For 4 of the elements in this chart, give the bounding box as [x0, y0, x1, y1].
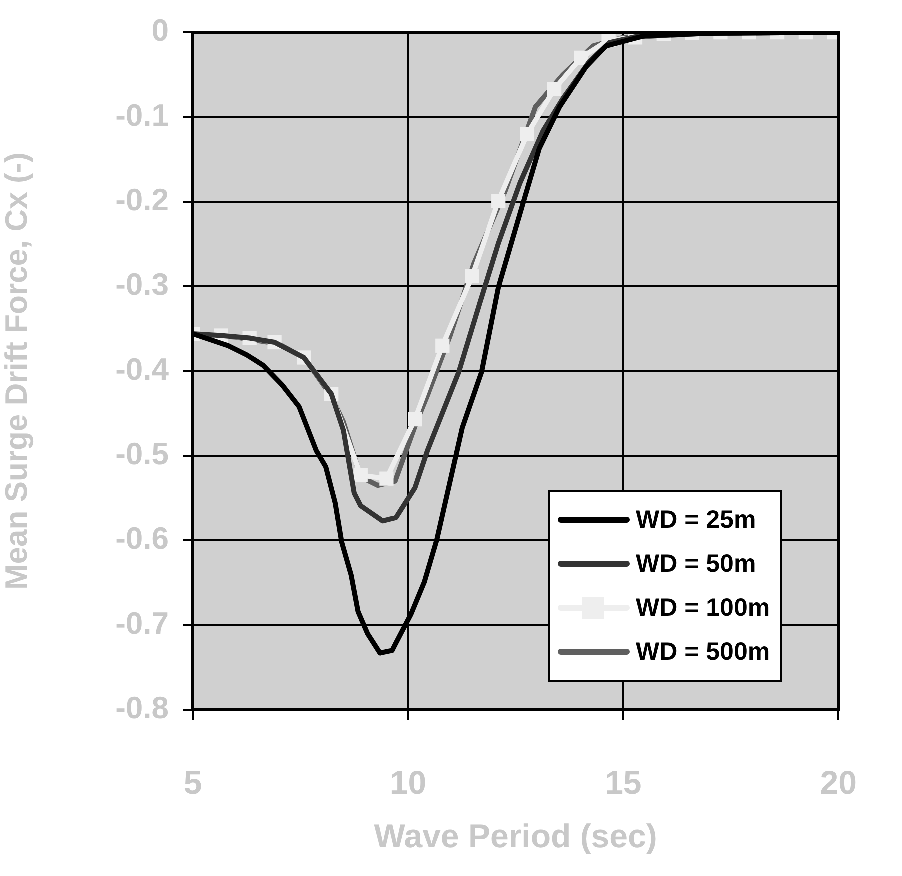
legend-label: WD = 100m	[636, 594, 770, 622]
legend-label: WD = 25m	[636, 506, 756, 534]
legend-label: WD = 500m	[636, 638, 770, 666]
legend-label: WD = 50m	[636, 550, 756, 578]
